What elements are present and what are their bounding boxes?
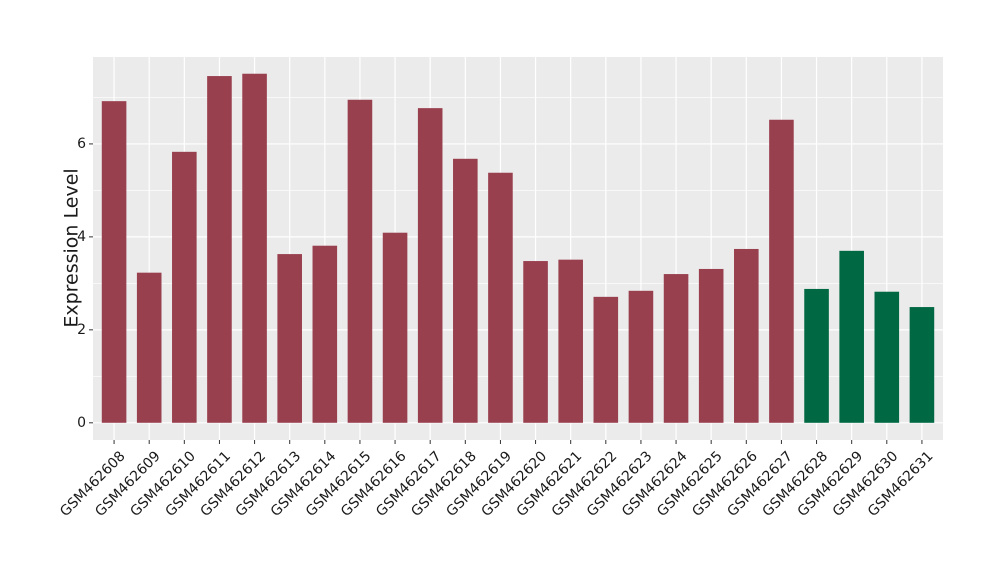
bar: [207, 76, 232, 423]
bar: [523, 261, 548, 423]
bar: [558, 259, 583, 423]
bar: [874, 291, 900, 423]
bar: [734, 248, 759, 423]
bar: [136, 272, 162, 423]
bar: [909, 307, 935, 423]
bar: [593, 296, 619, 423]
bar: [277, 254, 302, 423]
y-tick-label: 0: [77, 415, 86, 431]
bar: [312, 245, 338, 423]
bar: [628, 290, 654, 423]
bar: [769, 119, 794, 423]
bar: [453, 158, 478, 423]
bar: [382, 232, 408, 423]
bar: [698, 268, 724, 423]
bar: [663, 274, 689, 423]
y-tick-label: 6: [77, 136, 86, 152]
bar: [839, 250, 864, 423]
bar: [172, 151, 197, 423]
bar: [242, 73, 267, 423]
y-tick-label: 2: [77, 322, 86, 338]
y-axis-label: Expression Level: [61, 168, 83, 327]
bar: [101, 101, 127, 423]
bar: [804, 288, 829, 423]
bar: [417, 108, 443, 423]
y-tick-label: 4: [77, 229, 86, 245]
bar: [488, 172, 513, 423]
bar: [347, 99, 373, 423]
